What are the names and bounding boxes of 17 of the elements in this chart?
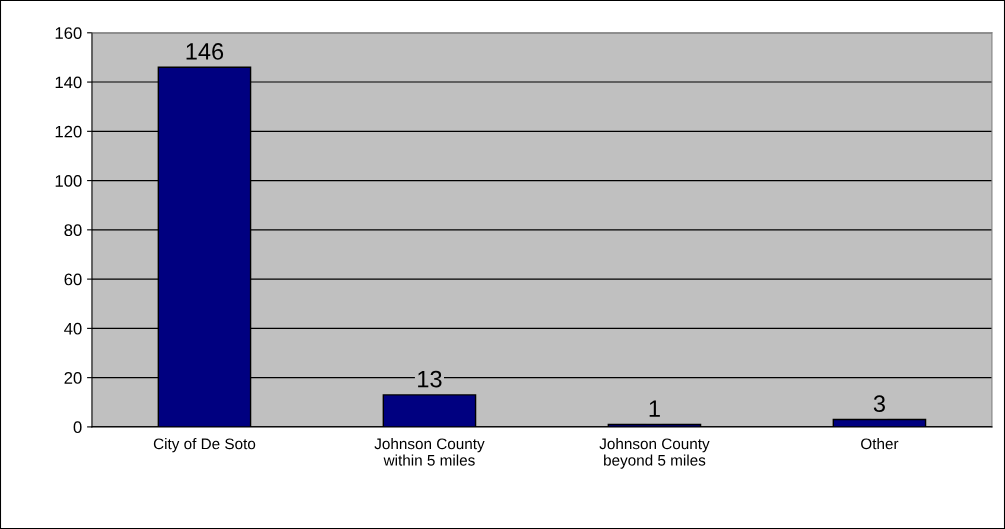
y-tick-label: 60 <box>64 273 82 286</box>
data-label: 3 <box>873 395 885 413</box>
y-tick-label: 100 <box>55 174 82 187</box>
y-tick-label: 0 <box>73 421 82 434</box>
y-tick-label: 160 <box>55 27 82 39</box>
data-label: 13 <box>418 370 442 388</box>
y-tick-label: 20 <box>64 372 82 384</box>
y-tick-label: 80 <box>64 224 82 237</box>
y-tick-label: 120 <box>55 125 82 138</box>
y-tick-label: 40 <box>64 322 82 335</box>
y-tick-label: 140 <box>55 76 82 89</box>
x-tick-label: Other <box>861 438 899 450</box>
x-tick-label: Johnson County within 5 miles <box>374 438 485 466</box>
data-label: 1 <box>649 400 660 417</box>
data-label: 146 <box>186 43 224 60</box>
x-tick-label: City of De Soto <box>153 438 256 453</box>
x-tick-label: Johnson County beyond 5 miles <box>599 438 710 469</box>
